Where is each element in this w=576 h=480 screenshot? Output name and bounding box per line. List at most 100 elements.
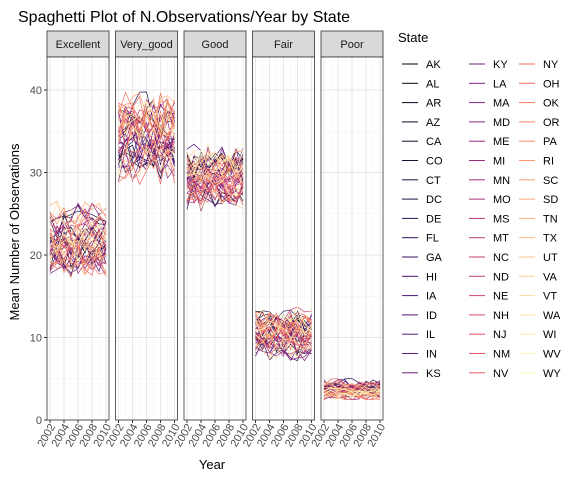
series-line-GA bbox=[118, 139, 175, 173]
series-line-TX bbox=[118, 109, 175, 143]
series-line-TN bbox=[186, 156, 244, 178]
series-line-WY bbox=[49, 227, 107, 262]
series-line-WI bbox=[323, 386, 381, 396]
facet-strip bbox=[183, 30, 247, 58]
legend-label-IA: IA bbox=[426, 291, 437, 303]
series-line-NH bbox=[255, 328, 312, 353]
series-line-NC bbox=[118, 113, 175, 152]
legend-label-OH: OH bbox=[543, 78, 560, 90]
series-line-NE bbox=[323, 379, 381, 390]
series-line-TX bbox=[323, 390, 381, 398]
legend-label-TN: TN bbox=[543, 213, 558, 225]
series-line-WA bbox=[49, 225, 107, 250]
series-line-MN bbox=[49, 246, 107, 276]
series-line-SD bbox=[49, 251, 107, 279]
legend-label-FL: FL bbox=[426, 233, 439, 245]
series-line-TX bbox=[255, 312, 312, 339]
facet-strip bbox=[252, 30, 315, 58]
legend-label-DE: DE bbox=[426, 213, 441, 225]
series-line-IA bbox=[323, 379, 381, 389]
series-line-ID bbox=[186, 155, 244, 186]
legend-label-AK: AK bbox=[426, 59, 441, 71]
series-line-RI bbox=[118, 101, 175, 135]
chart-title: Spaghetti Plot of N.Observations/Year by… bbox=[18, 9, 350, 26]
legend-label-DC: DC bbox=[426, 194, 442, 206]
legend-label-OR: OR bbox=[543, 117, 560, 129]
legend-label-IN: IN bbox=[426, 349, 437, 361]
legend-label-ME: ME bbox=[493, 136, 510, 148]
series-line-OK bbox=[49, 244, 107, 275]
series-line-WA bbox=[255, 334, 312, 359]
legend-title: State bbox=[398, 30, 428, 45]
y-tick-label: 40 bbox=[30, 85, 42, 97]
series-line-WI bbox=[186, 142, 244, 171]
series-line-SC bbox=[324, 382, 381, 392]
series-line-RI bbox=[255, 323, 312, 348]
legend-label-VA: VA bbox=[543, 271, 558, 283]
series-line-IA bbox=[118, 128, 175, 166]
series-line-VT bbox=[49, 214, 107, 248]
series-line-VA bbox=[49, 238, 107, 268]
legend-label-UT: UT bbox=[543, 252, 558, 264]
legend-label-MS: MS bbox=[493, 213, 510, 225]
legend-label-RI: RI bbox=[543, 156, 554, 168]
legend-label-TX: TX bbox=[543, 233, 558, 245]
y-tick-label: 30 bbox=[30, 168, 42, 180]
plot-area: 010203040Excellent20022004200620082010Ve… bbox=[30, 30, 388, 449]
legend-label-SC: SC bbox=[543, 175, 558, 187]
series-line-WA bbox=[118, 143, 175, 181]
y-tick-label: 20 bbox=[30, 250, 42, 262]
facet-label: Good bbox=[202, 39, 229, 51]
series-line-VA bbox=[118, 126, 175, 162]
series-line-WA bbox=[323, 387, 381, 396]
series-line-UT bbox=[118, 98, 175, 131]
series-line-OK bbox=[255, 312, 312, 334]
series-line-VT bbox=[255, 320, 312, 341]
legend-label-KY: KY bbox=[493, 59, 508, 71]
series-line-VT bbox=[323, 381, 381, 392]
series-line-OR bbox=[255, 322, 312, 348]
y-axis-title: Mean Number of Observations bbox=[7, 143, 22, 321]
legend-label-CO: CO bbox=[426, 156, 443, 168]
facet-label: Excellent bbox=[56, 39, 101, 51]
series-line-SD bbox=[255, 311, 312, 335]
series-line-NH bbox=[186, 175, 244, 205]
legend-label-AL: AL bbox=[426, 78, 439, 90]
legend-label-NC: NC bbox=[493, 252, 509, 264]
legend-label-ND: ND bbox=[493, 271, 509, 283]
series-line-WY bbox=[118, 142, 175, 177]
series-line-WV bbox=[49, 218, 107, 246]
legend-label-KS: KS bbox=[426, 368, 441, 380]
legend-label-WI: WI bbox=[543, 329, 556, 341]
series-line-ME bbox=[255, 335, 312, 362]
series-line-VT bbox=[186, 170, 244, 196]
legend-label-MT: MT bbox=[493, 233, 509, 245]
series-line-UT bbox=[186, 190, 244, 211]
series-line-NJ bbox=[323, 391, 381, 401]
series-line-NJ bbox=[49, 233, 107, 252]
legend-label-AR: AR bbox=[426, 98, 441, 110]
legend-label-ID: ID bbox=[426, 310, 437, 322]
facet-strip bbox=[115, 30, 178, 58]
legend-label-HI: HI bbox=[426, 271, 437, 283]
series-line-WY bbox=[323, 389, 381, 399]
series-line-NH bbox=[49, 202, 107, 235]
series-line-TN bbox=[118, 143, 175, 172]
series-line-CA bbox=[118, 144, 175, 180]
series-line-VA bbox=[186, 150, 244, 178]
facet-strip bbox=[320, 30, 384, 58]
series-line-OR bbox=[186, 150, 244, 176]
legend-label-CT: CT bbox=[426, 175, 441, 187]
legend-label-WY: WY bbox=[543, 368, 561, 380]
legend-label-SD: SD bbox=[543, 194, 558, 206]
series-line-WV bbox=[323, 387, 381, 396]
legend-label-PA: PA bbox=[543, 136, 558, 148]
series-line-UT bbox=[255, 340, 312, 360]
legend-label-MD: MD bbox=[493, 117, 510, 129]
series-line-WV bbox=[118, 102, 175, 132]
series-line-NC bbox=[49, 208, 106, 238]
facet-strip bbox=[46, 30, 110, 58]
legend-label-GA: GA bbox=[426, 252, 443, 264]
legend-label-AZ: AZ bbox=[426, 117, 440, 129]
legend-label-MN: MN bbox=[493, 175, 510, 187]
